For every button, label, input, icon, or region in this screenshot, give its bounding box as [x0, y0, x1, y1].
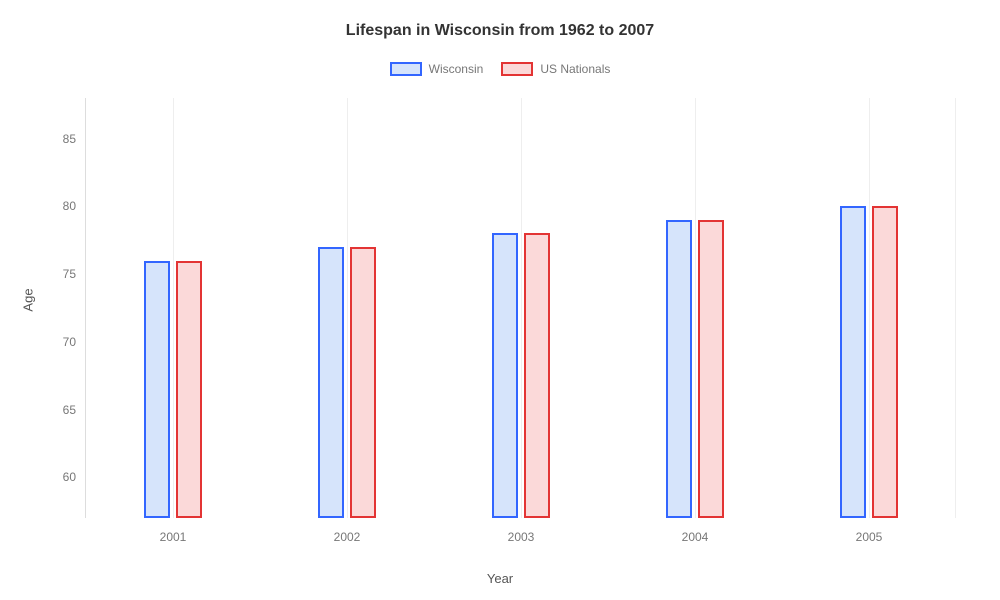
bar — [144, 261, 170, 518]
x-tick: 2002 — [334, 518, 361, 544]
y-tick: 65 — [63, 403, 86, 417]
x-axis-label: Year — [487, 571, 513, 586]
legend-swatch-wisconsin — [390, 62, 422, 76]
chart-title: Lifespan in Wisconsin from 1962 to 2007 — [0, 22, 1000, 40]
x-tick: 2004 — [682, 518, 709, 544]
gridline — [869, 98, 870, 518]
y-tick: 80 — [63, 199, 86, 213]
bar — [524, 233, 550, 518]
y-tick: 85 — [63, 132, 86, 146]
x-tick: 2003 — [508, 518, 535, 544]
gridline — [955, 98, 956, 518]
legend-label-us-nationals: US Nationals — [540, 62, 610, 76]
bar — [666, 220, 692, 518]
legend-item-us-nationals: US Nationals — [501, 62, 610, 76]
x-tick: 2001 — [160, 518, 187, 544]
plot-area: 60657075808520012002200320042005 — [85, 98, 955, 518]
bar — [840, 206, 866, 518]
chart-container: Lifespan in Wisconsin from 1962 to 2007 … — [0, 0, 1000, 600]
x-tick: 2005 — [856, 518, 883, 544]
bar — [176, 261, 202, 518]
legend-item-wisconsin: Wisconsin — [390, 62, 484, 76]
gridline — [695, 98, 696, 518]
bar — [350, 247, 376, 518]
legend-label-wisconsin: Wisconsin — [429, 62, 484, 76]
bar — [492, 233, 518, 518]
gridline — [173, 98, 174, 518]
bar — [698, 220, 724, 518]
legend-swatch-us-nationals — [501, 62, 533, 76]
legend: Wisconsin US Nationals — [0, 62, 1000, 76]
y-tick: 60 — [63, 470, 86, 484]
y-tick: 75 — [63, 267, 86, 281]
bar — [872, 206, 898, 518]
bar — [318, 247, 344, 518]
gridline — [521, 98, 522, 518]
y-tick: 70 — [63, 335, 86, 349]
gridline — [347, 98, 348, 518]
y-axis-label: Age — [21, 288, 36, 311]
